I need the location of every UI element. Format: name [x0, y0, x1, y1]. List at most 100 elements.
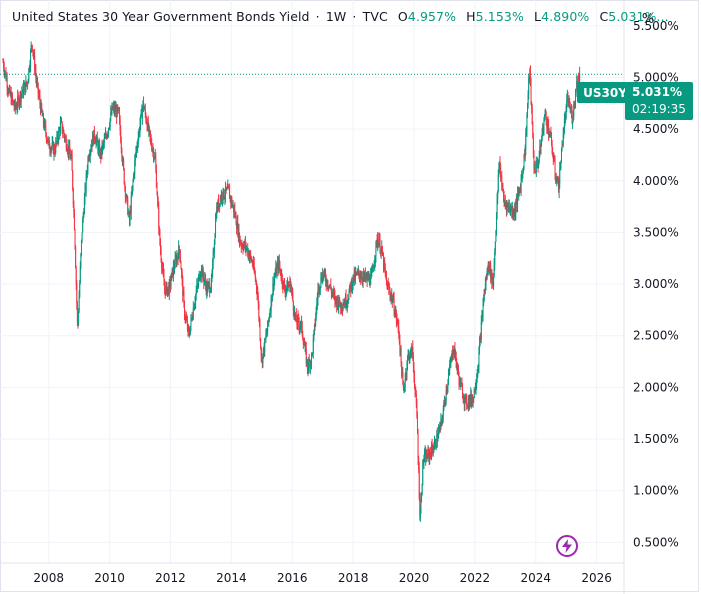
candle-body — [101, 146, 103, 153]
candle-body — [182, 279, 184, 296]
candle-body — [125, 196, 127, 198]
candle-body — [186, 321, 188, 330]
chart-legend[interactable]: United States 30 Year Government Bonds Y… — [12, 9, 669, 24]
candle-body — [198, 278, 200, 284]
candle-body — [30, 46, 32, 52]
candle-body — [71, 154, 73, 157]
candle-body — [66, 150, 68, 152]
candle-body — [296, 316, 298, 325]
candle-body — [265, 333, 267, 335]
candle-body — [192, 308, 194, 319]
candle-body — [329, 285, 331, 287]
candle-body — [294, 312, 296, 319]
candle-body — [83, 213, 85, 215]
candle-body — [292, 292, 294, 301]
candle-body — [477, 369, 479, 376]
candle-body — [320, 277, 322, 287]
candle-body — [342, 308, 344, 310]
candle-body — [397, 320, 399, 322]
candle-body — [390, 294, 392, 299]
candle-body — [128, 213, 130, 221]
candle-body — [331, 292, 333, 294]
candle-body — [236, 221, 238, 229]
candle-body — [4, 72, 6, 74]
candle-body — [196, 285, 198, 292]
candle-body — [260, 347, 262, 356]
candle-body — [374, 256, 376, 262]
candle-body — [433, 442, 435, 449]
candle-body — [257, 297, 259, 304]
candle-body — [233, 205, 235, 213]
scale-mode-button[interactable]: % — [641, 11, 655, 27]
candle-body — [193, 308, 195, 311]
candle-body — [311, 353, 313, 363]
x-tick-label: 2018 — [338, 571, 369, 585]
candle-body — [115, 108, 117, 113]
candle-body — [528, 78, 530, 95]
candle-body — [534, 167, 536, 169]
candle-body — [49, 150, 51, 152]
candle-body — [328, 285, 330, 289]
candle-body — [69, 153, 71, 159]
candle-body — [350, 286, 352, 291]
ohlc-high: H5.153% — [466, 9, 524, 24]
candle-body — [85, 188, 87, 191]
candle-body — [298, 323, 300, 329]
candle-body — [401, 372, 403, 377]
candle-body — [182, 292, 184, 296]
symbol-title[interactable]: United States 30 Year Government Bonds Y… — [12, 9, 310, 24]
candle-body — [248, 256, 250, 259]
candle-body — [164, 289, 166, 295]
candle-body — [440, 419, 442, 420]
symbol-price-tag: US30Y — [577, 82, 633, 103]
candle-body — [61, 119, 63, 122]
y-tick-label: 5.000% — [633, 70, 679, 84]
candle-body — [456, 361, 458, 369]
candle-body — [498, 161, 500, 169]
candle-body — [431, 445, 433, 458]
candle-body — [272, 283, 274, 289]
candle-body — [349, 284, 351, 287]
candle-body — [157, 199, 159, 209]
candle-body — [368, 275, 370, 280]
candle-body — [280, 269, 282, 275]
interval-label[interactable]: 1W — [325, 9, 347, 24]
candle-body — [158, 228, 160, 231]
candle-body — [545, 110, 547, 117]
candle-body — [29, 65, 31, 70]
candle-body — [444, 401, 446, 403]
candle-body — [539, 146, 541, 157]
candle-body — [13, 100, 15, 105]
candle-body — [379, 239, 381, 253]
candle-body — [569, 102, 571, 107]
candle-body — [172, 265, 174, 277]
bar-countdown: 02:19:35 — [632, 102, 686, 116]
candle-body — [553, 158, 555, 160]
y-tick-label: 2.500% — [633, 329, 679, 343]
candle-body — [286, 281, 288, 289]
candle-body — [242, 247, 244, 250]
candle-body — [378, 239, 380, 244]
candle-body — [3, 68, 5, 74]
lightning-icon[interactable] — [556, 535, 578, 557]
candle-body — [305, 345, 307, 349]
candle-body — [323, 273, 325, 277]
candle-body — [541, 138, 543, 143]
candle-body — [396, 320, 398, 322]
candle-body — [501, 187, 503, 190]
candle-body — [465, 396, 467, 398]
candle-body — [270, 296, 272, 311]
candle-body — [191, 317, 193, 319]
candle-body — [400, 348, 402, 352]
candle-body — [404, 386, 406, 389]
candle-body — [421, 484, 423, 495]
candlestick-series — [2, 41, 581, 522]
candle-body — [56, 135, 58, 141]
candle-body — [246, 248, 248, 250]
candle-body — [529, 69, 531, 77]
candle-body — [91, 145, 93, 147]
candle-body — [97, 144, 99, 151]
candle-body — [407, 356, 409, 367]
